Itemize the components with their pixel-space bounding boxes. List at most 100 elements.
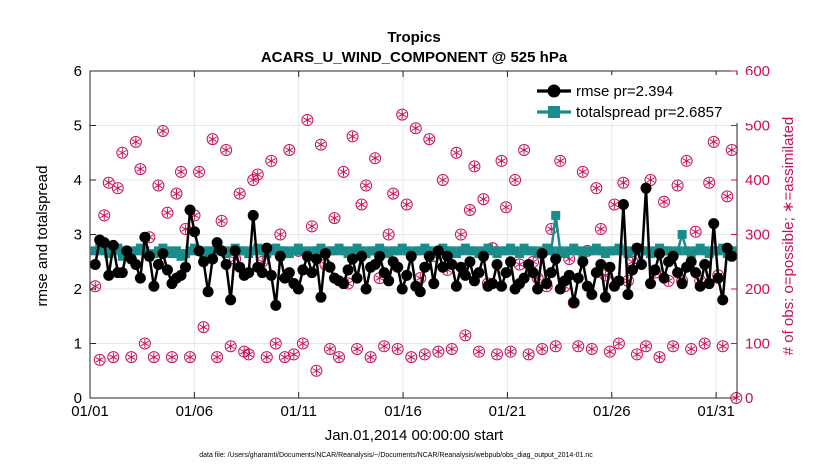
obs-assimilated-point bbox=[447, 344, 457, 354]
rmse-point bbox=[577, 256, 589, 268]
y-tick-label: 4 bbox=[74, 172, 82, 189]
obs-possible-point bbox=[333, 351, 346, 364]
obs-assimilated-point bbox=[465, 205, 475, 215]
obs-assimilated-point bbox=[407, 352, 416, 362]
obs-possible-point bbox=[138, 337, 151, 350]
totalspread-point bbox=[519, 243, 529, 253]
obs-possible-point bbox=[463, 203, 476, 216]
obs-assimilated-point bbox=[610, 200, 619, 210]
obs-possible-point bbox=[518, 144, 531, 157]
rmse-point bbox=[356, 250, 368, 262]
obs-possible-point bbox=[296, 337, 309, 350]
obs-possible-point bbox=[382, 228, 395, 241]
obs-assimilated-point bbox=[510, 175, 520, 185]
rmse-point bbox=[360, 283, 372, 295]
rmse-point bbox=[261, 242, 273, 254]
obs-possible-point bbox=[301, 114, 314, 127]
obs-assimilated-point bbox=[221, 145, 231, 155]
obs-assimilated-point bbox=[474, 347, 484, 357]
obs-assimilated-point bbox=[276, 230, 285, 239]
totalspread-point bbox=[271, 243, 281, 253]
totalspread-point bbox=[560, 249, 570, 259]
x-tick-label: 01/01 bbox=[71, 403, 109, 420]
rmse-point bbox=[536, 248, 548, 260]
rmse-point bbox=[161, 264, 173, 276]
rmse-point bbox=[310, 253, 322, 265]
totalspread-point bbox=[677, 230, 687, 239]
rmse-point bbox=[721, 242, 733, 254]
obs-possible-point bbox=[630, 348, 643, 361]
obs-possible-point bbox=[554, 154, 567, 167]
rmse-point bbox=[202, 286, 214, 298]
rmse-point bbox=[419, 261, 431, 273]
obs-possible-point bbox=[495, 154, 508, 167]
obs-assimilated-point bbox=[614, 339, 624, 348]
obs-possible-point bbox=[98, 209, 111, 222]
rmse-point bbox=[532, 283, 544, 295]
x-tick-label: 01/06 bbox=[176, 403, 214, 420]
rmse-point bbox=[220, 258, 232, 270]
obs-assimilated-point bbox=[727, 145, 736, 155]
obs-possible-point bbox=[590, 182, 603, 195]
rmse-point bbox=[315, 291, 327, 303]
totalspread-point bbox=[555, 246, 565, 256]
rmse-point bbox=[500, 267, 512, 279]
obs-possible-point bbox=[405, 351, 418, 364]
rmse-point bbox=[441, 250, 453, 262]
totalspread-point bbox=[253, 243, 263, 253]
totalspread-point bbox=[420, 243, 430, 253]
obs-possible-point bbox=[707, 135, 720, 148]
obs-assimilated-point bbox=[723, 191, 732, 201]
obs-possible-point bbox=[346, 130, 359, 143]
totalspread-point bbox=[203, 246, 213, 256]
obs-assimilated-point bbox=[154, 180, 163, 190]
totalspread-point bbox=[510, 246, 520, 256]
obs-possible-point bbox=[161, 206, 174, 219]
totalspread-point bbox=[402, 246, 412, 256]
totalspread-point bbox=[704, 249, 714, 259]
totalspread-point bbox=[456, 246, 466, 256]
rmse-point bbox=[676, 278, 688, 290]
rmse-point bbox=[121, 245, 133, 257]
obs-possible-point bbox=[594, 223, 607, 236]
totalspread-point bbox=[95, 243, 105, 253]
obs-assimilated-point bbox=[334, 352, 344, 362]
totalspread-point bbox=[131, 246, 141, 256]
obs-possible-point bbox=[224, 340, 237, 353]
totalspread-point bbox=[591, 243, 601, 253]
obs-assimilated-point bbox=[384, 230, 393, 239]
obs-assimilated-point bbox=[461, 330, 470, 340]
obs-possible-point bbox=[165, 351, 178, 364]
obs-possible-point bbox=[305, 220, 318, 233]
obs-possible-point bbox=[337, 165, 350, 178]
obs-assimilated-point bbox=[226, 341, 235, 351]
obs-assimilated-point bbox=[339, 167, 348, 177]
totalspread-point bbox=[488, 246, 498, 256]
totalspread-point bbox=[569, 243, 579, 253]
obs-assimilated-point bbox=[244, 349, 253, 359]
obs-assimilated-point bbox=[646, 175, 655, 185]
rmse-point bbox=[342, 264, 354, 276]
rmse-line bbox=[93, 188, 733, 306]
obs-possible-point bbox=[156, 124, 169, 137]
totalspread-point bbox=[582, 246, 592, 256]
totalspread-point bbox=[465, 246, 475, 256]
obs-possible-point bbox=[418, 348, 431, 361]
totalspread-point bbox=[451, 249, 461, 259]
obs-assimilated-point bbox=[104, 178, 113, 188]
obs-assimilated-point bbox=[118, 148, 127, 158]
rmse-point bbox=[690, 267, 702, 279]
obs-assimilated-point bbox=[587, 344, 596, 354]
x-tick-label: 01/11 bbox=[280, 403, 316, 420]
x-tick-label: 01/16 bbox=[384, 403, 422, 420]
y-tick-label: 5 bbox=[74, 118, 82, 135]
obs-assimilated-point bbox=[113, 183, 122, 193]
obs-possible-point bbox=[477, 193, 490, 206]
obs-assimilated-point bbox=[127, 352, 136, 362]
obs-assimilated-point bbox=[194, 167, 204, 177]
rmse-point bbox=[496, 280, 508, 292]
rmse-point bbox=[103, 269, 115, 281]
totalspread-point bbox=[244, 249, 254, 259]
obs-assimilated-point bbox=[199, 322, 208, 332]
